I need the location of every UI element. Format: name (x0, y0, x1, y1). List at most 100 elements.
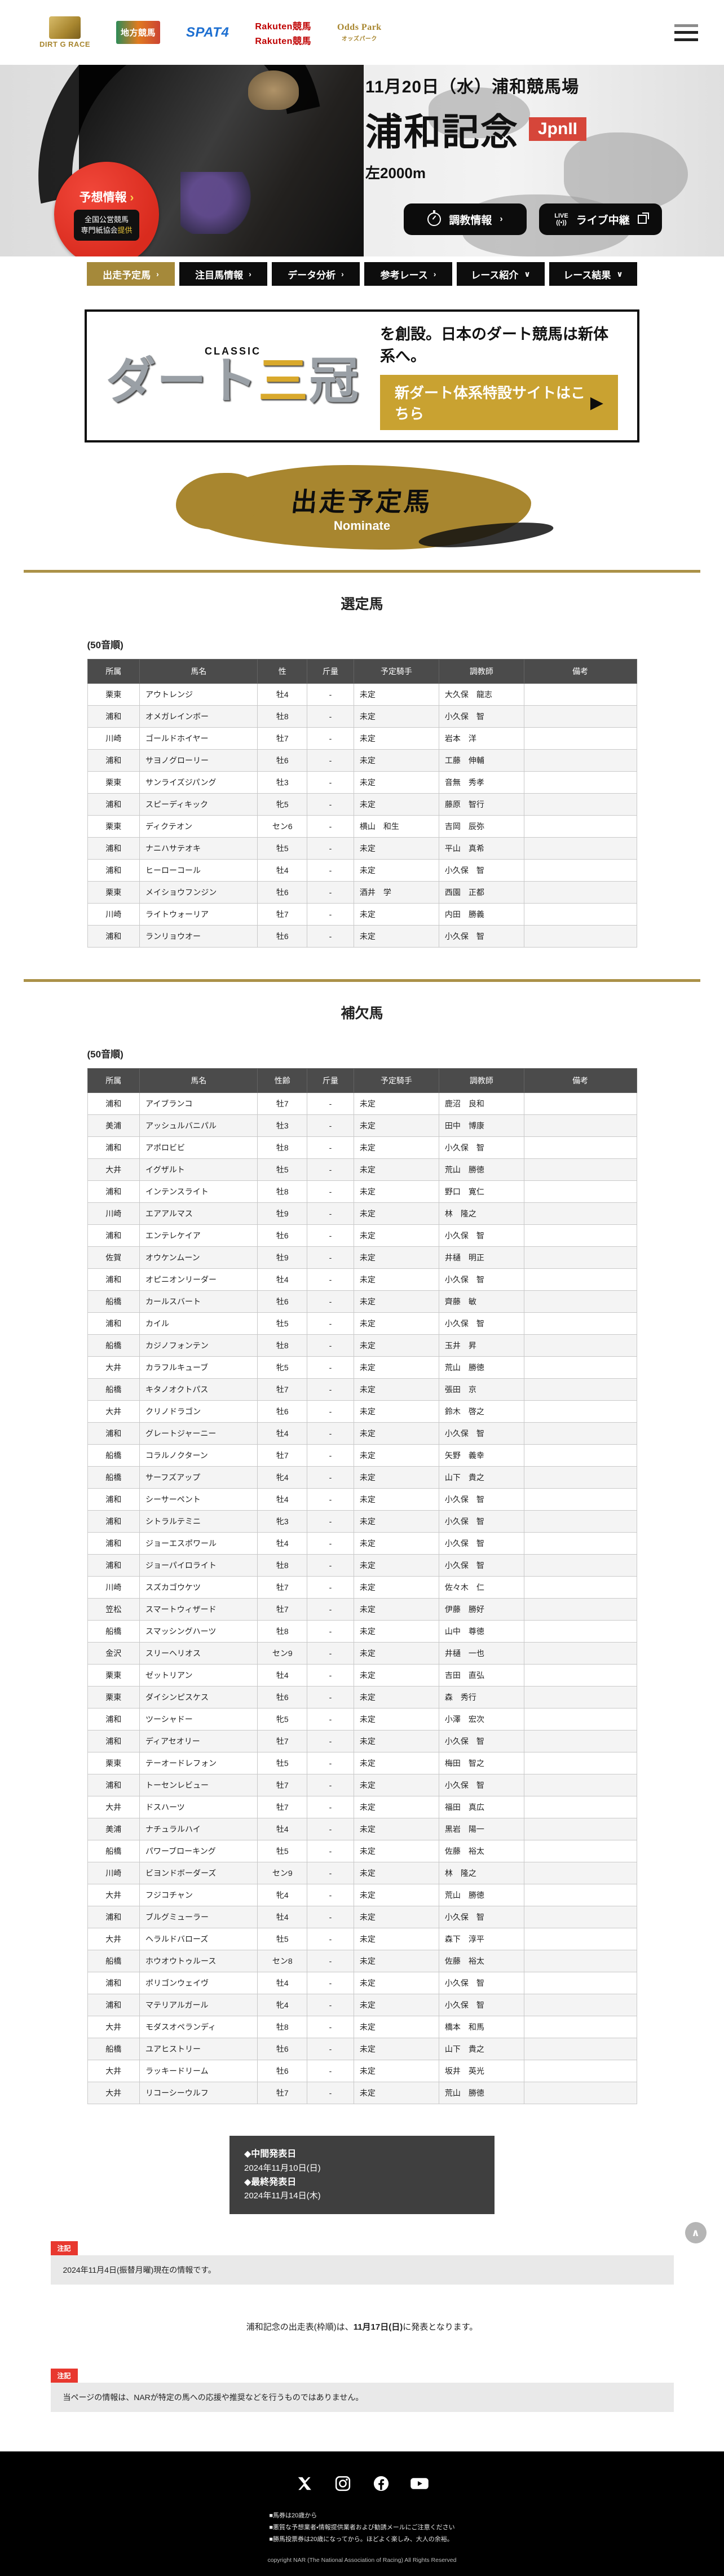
cell-weight: - (307, 793, 354, 816)
cell-affiliation: 浦和 (87, 1510, 140, 1533)
cell-note (523, 1334, 637, 1357)
instagram-icon[interactable] (333, 2474, 352, 2493)
cell-note (523, 1158, 637, 1181)
oddspark-logo[interactable]: Odds Park オッズパーク (337, 23, 382, 42)
cell-weight: - (307, 1620, 354, 1643)
disclaimer-line: ■馬券は20歳から (269, 2512, 317, 2520)
cell-trainer: 吉田 直弘 (438, 1664, 524, 1687)
tab-レース結果[interactable]: レース結果 ∨ (549, 262, 637, 286)
external-link-icon (637, 213, 649, 224)
note-block: ∧ 注記 2024年11月4日(振替月曜)現在の情報です。 (50, 2222, 707, 2285)
cell-trainer: 齊藤 敏 (438, 1290, 524, 1313)
cell-jockey: 未定 (353, 1334, 439, 1357)
cell-trainer: 福田 真広 (438, 1796, 524, 1818)
rakuten-keiba-logo[interactable]: Rakuten競馬 Rakuten競馬 (255, 19, 311, 47)
cell-note (523, 1114, 637, 1137)
cell-note (523, 1136, 637, 1159)
dirt-g-race-logo[interactable]: DIRT G RACE (39, 16, 90, 48)
spat4-logo[interactable]: SPAT4 (186, 25, 229, 41)
cell-trainer: 張田 京 (438, 1378, 524, 1401)
cell-trainer: 内田 勝義 (438, 903, 524, 926)
logo-text: DIRT G RACE (39, 40, 90, 48)
cell-jockey: 未定 (353, 1884, 439, 1906)
cell-affiliation: 船橋 (87, 1378, 140, 1401)
column-header: 所属 (87, 1068, 140, 1093)
cell-jockey: 未定 (353, 2016, 439, 2038)
cell-sex-age: 牝3 (257, 1510, 308, 1533)
cell-note (523, 1268, 637, 1291)
cell-trainer: 森下 淳平 (438, 1928, 524, 1950)
cell-sex-age: 牡6 (257, 1686, 308, 1709)
footer-disclaimers: ■馬券は20歳から ■悪質な予想業者・情報提供業者および勧誘メールにご注意ください… (269, 2510, 454, 2546)
chihou-keiba-logo[interactable]: 地方競馬 (116, 21, 161, 44)
cell-weight: - (307, 1774, 354, 1796)
cell-horse-name: シトラルテミニ (139, 1510, 258, 1533)
cell-weight: - (307, 1598, 354, 1621)
final-announce-label: ◆最終発表日 (244, 2177, 297, 2187)
table-row: 浦和 シーサーペント 牡4- 未定 小久保 智 (87, 1488, 637, 1511)
scroll-top-button[interactable]: ∧ (685, 2222, 707, 2244)
cell-affiliation: 栗東 (87, 771, 140, 794)
column-header: 馬名 (139, 659, 258, 684)
cell-sex-age: 牡4 (257, 1532, 308, 1555)
tab-参考レース[interactable]: 参考レース › (364, 262, 452, 286)
tab-注目馬情報[interactable]: 注目馬情報 › (179, 262, 267, 286)
tab-出走予定馬[interactable]: 出走予定馬 › (87, 262, 175, 286)
cell-note (523, 683, 637, 706)
cell-affiliation: 浦和 (87, 1268, 140, 1291)
table-row: 浦和 ポリゴンウェイヴ 牡4- 未定 小久保 智 (87, 1972, 637, 1994)
cell-trainer: 林 隆之 (438, 1202, 524, 1225)
tab-arrow-icon: › (341, 269, 344, 278)
forecast-info-badge[interactable]: 予想情報 › 全国公営競馬 専門紙協会提供 (54, 162, 159, 256)
cell-note (523, 881, 637, 904)
dart-triple-crown-banner[interactable]: CLASSIC ダート三冠 を創設。日本のダート競馬は新体系へ。 新ダート体系特… (85, 309, 639, 442)
cell-jockey: 未定 (353, 2082, 439, 2104)
cell-horse-name: スズカゴウケツ (139, 1576, 258, 1599)
tab-レース紹介[interactable]: レース紹介 ∨ (457, 262, 545, 286)
cell-jockey: 未定 (353, 1268, 439, 1291)
cell-note (523, 2016, 637, 2038)
cell-horse-name: スリーヘリオス (139, 1642, 258, 1665)
cell-note (523, 925, 637, 948)
tab-データ分析[interactable]: データ分析 › (272, 262, 360, 286)
facebook-icon[interactable] (372, 2474, 391, 2493)
grade-badge: JpnII (529, 117, 587, 141)
cell-horse-name: サーフズアップ (139, 1466, 258, 1489)
hamburger-menu-icon[interactable] (674, 24, 698, 41)
table-row: 川崎 ライトウォーリア 牡7- 未定 内田 勝義 (87, 903, 637, 926)
cell-affiliation: 浦和 (87, 1994, 140, 2016)
selected-horses-table: 所属 馬名性斤量 予定騎手 調教師 備考 栗東 アウトレンジ 牡4- 未定 大久保 龍志 浦和 オメガ… (87, 659, 637, 948)
cell-trainer: 小久保 智 (438, 1268, 524, 1291)
cell-jockey: 未定 (353, 683, 439, 706)
cell-horse-name: クリノドラゴン (139, 1400, 258, 1423)
selected-horses-heading: 選定馬 (341, 596, 383, 612)
cell-affiliation: 大井 (87, 1928, 140, 1950)
table-row: 浦和 ブルグミューラー 牡4- 未定 小久保 智 (87, 1906, 637, 1928)
cell-jockey: 未定 (353, 1730, 439, 1752)
cell-jockey: 未定 (353, 1774, 439, 1796)
x-icon[interactable] (295, 2474, 314, 2493)
note-tag: 注記 (50, 2369, 78, 2383)
section-subtitle: Nominate (333, 519, 391, 533)
cell-weight: - (307, 1906, 354, 1928)
cell-jockey: 未定 (353, 903, 439, 926)
cell-jockey: 酒井 学 (353, 881, 439, 904)
cell-affiliation: 川崎 (87, 1576, 140, 1599)
table-row: 船橋 ホウオウトゥルース セン8- 未定 佐藤 裕太 (87, 1950, 637, 1972)
cell-horse-name: カラフルキューブ (139, 1356, 258, 1379)
live-stream-button[interactable]: LIVE ((•)) ライブ中継 (539, 203, 662, 235)
cell-horse-name: ラッキードリーム (139, 2060, 258, 2082)
training-info-button[interactable]: 調教情報 › (404, 203, 527, 235)
table-row: 浦和 ディアセオリー 牡7- 未定 小久保 智 (87, 1730, 637, 1752)
cell-affiliation: 浦和 (87, 1774, 140, 1796)
youtube-icon[interactable] (410, 2474, 429, 2493)
dart-site-link-button[interactable]: 新ダート体系特設サイトはこちら ▶ (380, 375, 618, 430)
cell-trainer: 小久保 智 (438, 925, 524, 948)
cell-note (523, 1818, 637, 1840)
table-row: 船橋 パワーブローキング 牡5- 未定 佐藤 裕太 (87, 1840, 637, 1862)
cell-horse-name: ダイシンピスケス (139, 1686, 258, 1709)
ink-splatter (429, 87, 530, 138)
race-distance: 左2000m (365, 165, 426, 182)
cell-note (523, 1620, 637, 1643)
cell-note (523, 2082, 637, 2104)
